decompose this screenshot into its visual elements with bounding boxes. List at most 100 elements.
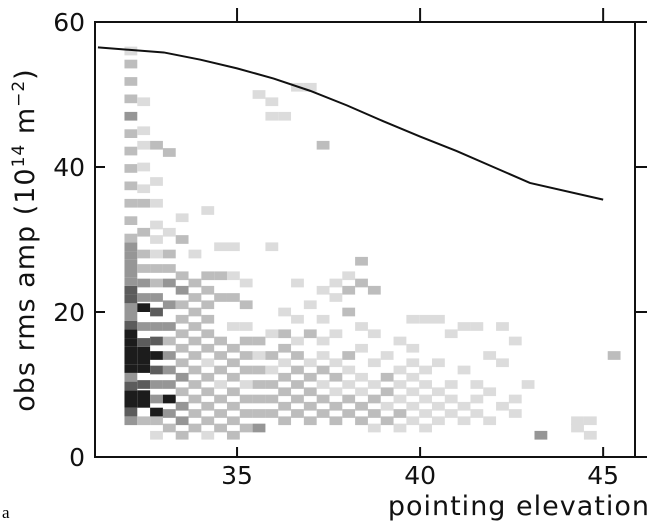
density-cell xyxy=(393,394,407,404)
density-cell xyxy=(278,401,292,411)
density-cell xyxy=(291,380,304,389)
density-cell xyxy=(137,293,151,302)
density-cell xyxy=(124,259,138,269)
density-cell xyxy=(367,423,381,433)
density-cell xyxy=(303,387,317,397)
density-cell xyxy=(406,372,420,382)
y-tick-label: 0 xyxy=(69,443,85,472)
density-cell xyxy=(226,372,240,382)
density-cell xyxy=(329,329,343,339)
density-cell xyxy=(226,401,240,411)
density-cell xyxy=(124,164,138,173)
density-cell xyxy=(137,198,151,208)
density-cell xyxy=(534,430,548,440)
density-cell xyxy=(188,365,202,375)
density-cell xyxy=(137,322,151,331)
y-axis-label-part: ) xyxy=(10,68,41,80)
density-cell xyxy=(419,314,432,324)
density-cell xyxy=(150,430,163,440)
density-cell xyxy=(508,409,522,418)
density-cell xyxy=(508,394,522,404)
density-cell xyxy=(265,111,279,121)
density-cell xyxy=(470,322,484,331)
density-cell xyxy=(201,372,215,382)
density-cell xyxy=(124,390,138,399)
density-cell xyxy=(355,278,368,288)
density-cell xyxy=(419,394,432,404)
density-cell xyxy=(175,416,189,426)
density-cell xyxy=(124,320,138,330)
density-cell xyxy=(470,409,484,418)
density-cell xyxy=(162,300,176,310)
density-cell xyxy=(150,322,163,331)
y-tick-label: 40 xyxy=(53,153,85,182)
density-cell xyxy=(124,329,138,339)
density-cell xyxy=(367,329,381,339)
density-cell xyxy=(150,365,163,375)
density-cell xyxy=(124,242,138,252)
density-cell xyxy=(201,329,215,339)
density-cell xyxy=(342,351,356,360)
density-cell xyxy=(470,380,484,389)
density-cell xyxy=(291,336,304,346)
density-cell xyxy=(124,364,138,373)
density-cell xyxy=(214,365,227,375)
density-cell xyxy=(226,387,240,397)
density-cell xyxy=(252,336,266,346)
density-cell xyxy=(124,59,138,69)
density-cell xyxy=(175,372,189,382)
density-cell xyxy=(342,394,356,404)
density-cell xyxy=(124,129,138,138)
density-cell xyxy=(252,351,266,360)
density-cell xyxy=(291,351,304,360)
density-cell xyxy=(406,343,420,353)
density-cell xyxy=(571,423,584,433)
density-cell xyxy=(188,351,202,360)
density-cell xyxy=(329,401,343,411)
density-cell xyxy=(124,338,138,347)
density-cell xyxy=(329,293,343,302)
density-cell xyxy=(137,399,151,408)
density-cell xyxy=(162,264,176,273)
density-cell xyxy=(175,285,189,295)
density-cell xyxy=(162,336,176,346)
density-cell xyxy=(419,423,432,433)
density-cell xyxy=(278,343,292,353)
density-cell xyxy=(316,314,330,324)
y-axis-label-part: 14 xyxy=(9,144,29,168)
density-cell xyxy=(380,387,394,397)
density-cell xyxy=(496,401,509,411)
density-cell xyxy=(278,372,292,382)
density-cell xyxy=(265,380,279,389)
density-cell xyxy=(150,380,163,389)
density-cell xyxy=(431,401,445,411)
density-cell xyxy=(303,300,317,310)
density-cell xyxy=(303,82,317,92)
density-cell xyxy=(239,380,253,389)
model-line xyxy=(97,46,604,201)
density-cell xyxy=(137,264,151,273)
density-cell xyxy=(226,358,240,368)
density-cell xyxy=(137,227,151,237)
density-cell xyxy=(457,365,471,375)
density-cell xyxy=(406,416,420,426)
density-cell xyxy=(571,416,584,426)
density-cell xyxy=(252,90,266,99)
density-cell xyxy=(239,409,253,418)
density-cell xyxy=(124,251,138,260)
y-axis-label-part: m xyxy=(10,107,41,144)
density-cell xyxy=(355,372,368,382)
density-cell xyxy=(175,329,189,339)
density-cell xyxy=(150,351,163,360)
density-cell xyxy=(214,336,227,346)
density-cell xyxy=(239,365,253,375)
density-cell xyxy=(175,387,189,397)
density-cell xyxy=(188,380,202,389)
density-cell xyxy=(150,220,163,230)
density-cell xyxy=(150,336,163,346)
density-cell xyxy=(150,249,163,259)
density-cell xyxy=(252,365,266,375)
density-cell xyxy=(419,409,432,418)
density-cell xyxy=(303,416,317,426)
